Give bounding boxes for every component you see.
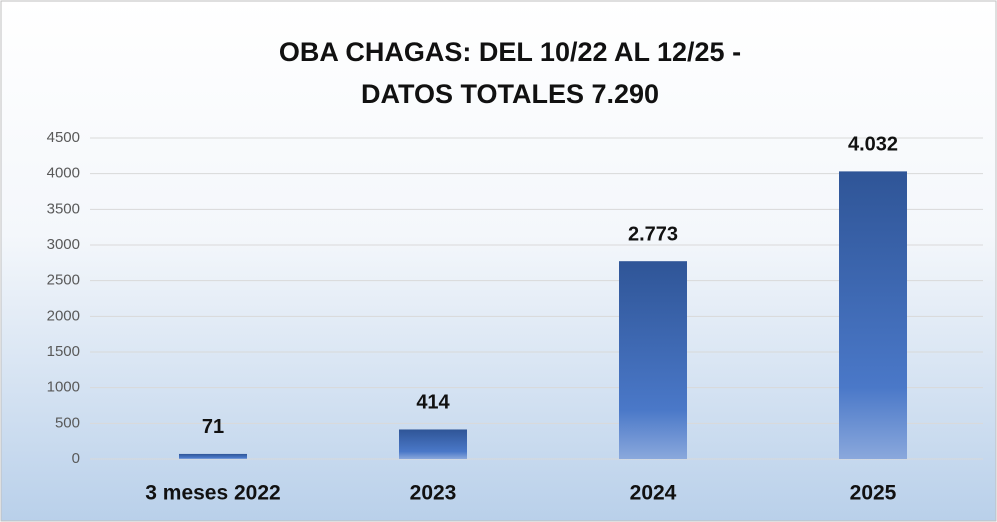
- y-tick-label: 2000: [47, 307, 80, 324]
- data-label: 2.773: [628, 223, 678, 245]
- chart-title: OBA CHAGAS: DEL 10/22 AL 12/25 -: [279, 37, 741, 67]
- y-tick-label: 0: [72, 450, 80, 467]
- y-tick-label: 3500: [47, 200, 80, 217]
- x-tick-label: 2023: [410, 482, 457, 505]
- data-label: 4.032: [848, 134, 898, 156]
- y-tick-label: 3000: [47, 236, 80, 253]
- y-tick-label: 1000: [47, 379, 80, 396]
- x-tick-label: 2024: [630, 482, 677, 505]
- y-tick-label: 4000: [47, 165, 80, 182]
- data-label: 414: [416, 392, 450, 414]
- data-label: 71: [202, 416, 224, 438]
- x-tick-label: 3 meses 2022: [145, 482, 280, 505]
- y-tick-label: 2500: [47, 272, 80, 289]
- x-tick-label: 2025: [850, 482, 897, 505]
- y-tick-label: 1500: [47, 343, 80, 360]
- bar: [399, 429, 467, 459]
- bar: [619, 261, 687, 459]
- y-tick-label: 500: [55, 414, 80, 431]
- bar: [839, 171, 907, 459]
- bar: [179, 453, 247, 459]
- chart-title: DATOS TOTALES 7.290: [361, 79, 659, 109]
- y-tick-label: 4500: [47, 129, 80, 146]
